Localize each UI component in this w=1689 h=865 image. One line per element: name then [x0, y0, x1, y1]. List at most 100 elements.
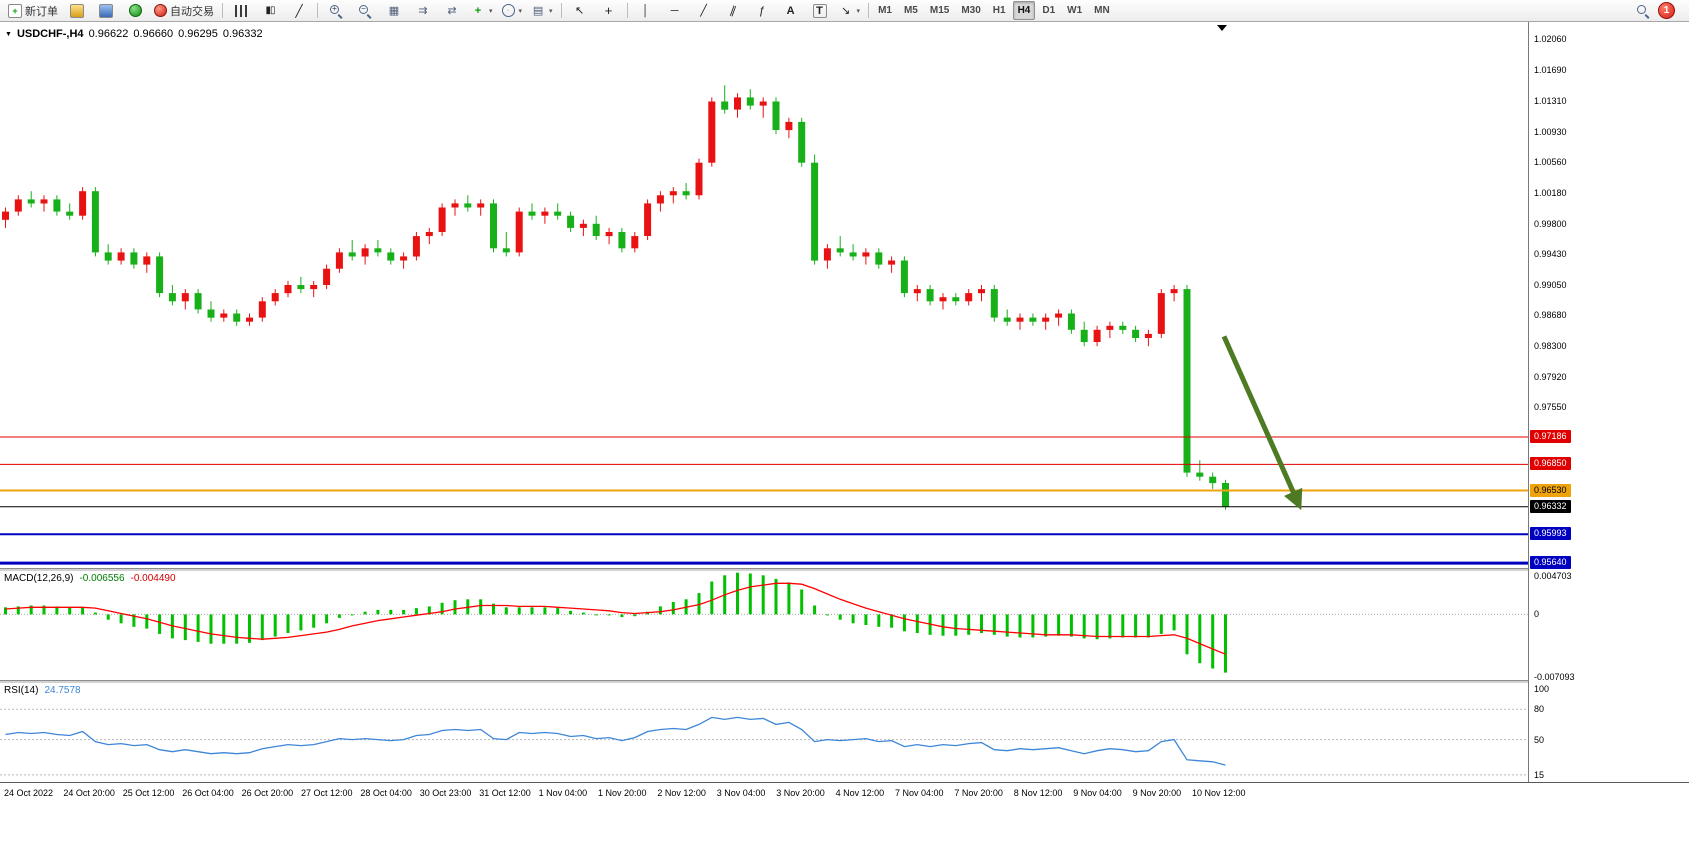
- line-chart-button[interactable]: ╱: [285, 1, 313, 21]
- charts-toolbar-button[interactable]: [63, 1, 91, 21]
- candlestick-icon: ▮▯: [265, 5, 275, 16]
- tile-windows-icon: ▦: [388, 4, 400, 17]
- chevron-down-icon: ▾: [489, 7, 493, 15]
- timeframe-button-m15[interactable]: M15: [929, 5, 950, 16]
- price-tick-label: 1.01690: [1534, 64, 1567, 75]
- time-axis-label: 28 Oct 04:00: [360, 788, 412, 798]
- templates-button[interactable]: ▤ ▾: [527, 1, 557, 21]
- time-axis-label: 1 Nov 20:00: [598, 788, 647, 798]
- cursor-icon: ↖: [574, 4, 585, 17]
- price-tick-label: 0.97920: [1534, 372, 1567, 383]
- search-button[interactable]: [1629, 1, 1657, 21]
- chevron-down-icon: ▾: [856, 7, 861, 15]
- timeframe-group: M1 M5 M15 M30 H1 H4 D1 W1 MN: [873, 1, 1115, 20]
- price-tick-label: 0.97550: [1534, 402, 1567, 413]
- fibonacci-button[interactable]: ƒ: [748, 1, 776, 21]
- rsi-axis-label: 50: [1534, 734, 1545, 745]
- arrow-shape-icon: ↘: [840, 4, 851, 17]
- text-button[interactable]: A: [777, 1, 805, 21]
- rsi-axis-label: 100: [1534, 684, 1550, 695]
- channel-icon: ∥: [727, 3, 738, 18]
- autotrade-icon: [154, 4, 167, 17]
- resistance-line-label: 0.97186: [1530, 430, 1571, 444]
- time-axis-label: 27 Oct 12:00: [301, 788, 353, 798]
- channel-button[interactable]: ∥: [719, 1, 747, 21]
- price-axis-column[interactable]: 1.02060 1.01690 1.01310 1.00930 1.00560 1.001…: [1528, 22, 1689, 804]
- periods-button[interactable]: · ▾: [498, 1, 527, 21]
- time-axis-label: 3 Nov 20:00: [776, 788, 825, 798]
- indicators-icon: +: [474, 4, 482, 17]
- arrows-button[interactable]: ↘ ▾: [835, 1, 865, 21]
- toolbar-separator: [868, 3, 870, 18]
- rsi-axis-label: 15: [1534, 769, 1545, 780]
- macd-main-value: -0.006556: [79, 573, 125, 584]
- price-tick-label: 0.99800: [1534, 218, 1567, 229]
- rsi-panel-canvas[interactable]: [0, 682, 1528, 782]
- support-line-label: 0.95993: [1530, 527, 1571, 541]
- timeframe-button-mn[interactable]: MN: [1094, 5, 1110, 16]
- macd-axis-label: 0.004703: [1534, 571, 1572, 581]
- timeframe-button-d1[interactable]: D1: [1042, 5, 1056, 16]
- indicators-button[interactable]: + ▾: [467, 1, 497, 21]
- tile-windows-button[interactable]: ▦: [380, 1, 408, 21]
- price-tick-label: 0.98680: [1534, 310, 1567, 321]
- support-line-label: 0.95640: [1530, 556, 1571, 570]
- timeframe-button-h1[interactable]: H1: [992, 5, 1006, 16]
- bar-chart-button[interactable]: [227, 1, 255, 21]
- new-order-button[interactable]: + 新订单: [4, 1, 62, 21]
- low-value: 0.96295: [178, 28, 218, 40]
- vertical-line-button[interactable]: │: [632, 1, 660, 21]
- horizontal-line-button[interactable]: ─: [661, 1, 689, 21]
- crosshair-icon: +: [604, 2, 613, 18]
- trendline-button[interactable]: ╱: [690, 1, 718, 21]
- zoom-in-button[interactable]: +: [322, 1, 350, 21]
- autotrade-button[interactable]: 自动交易: [150, 1, 218, 21]
- rsi-indicator-label: RSI(14) 24.7578: [4, 685, 81, 696]
- chart-shift-button[interactable]: ⇄: [438, 1, 466, 21]
- bar-chart-icon: [235, 4, 247, 17]
- time-axis[interactable]: 24 Oct 2022 24 Oct 20:00 25 Oct 12:00 26 Oc…: [0, 782, 1689, 807]
- fibonacci-icon: ƒ: [758, 4, 765, 17]
- zoom-out-button[interactable]: −: [351, 1, 379, 21]
- panel-divider[interactable]: [0, 568, 1689, 571]
- macd-axis-label: -0.007093: [1534, 672, 1575, 683]
- price-tick-label: 0.99430: [1534, 248, 1567, 259]
- rsi-value: 24.7578: [44, 685, 81, 696]
- main-chart-canvas[interactable]: [0, 24, 1528, 568]
- auto-scroll-button[interactable]: ⇉: [409, 1, 437, 21]
- crosshair-button[interactable]: +: [595, 1, 623, 21]
- macd-indicator-label: MACD(12,26,9) -0.006556 -0.004490: [4, 573, 176, 584]
- line-chart-icon: ╱: [295, 3, 303, 18]
- timeframe-button-m30[interactable]: M30: [961, 5, 981, 16]
- market-watch-icon: [99, 3, 113, 18]
- macd-name: MACD(12,26,9): [4, 573, 74, 584]
- close-value: 0.96332: [222, 28, 263, 40]
- text-label-button[interactable]: T: [806, 1, 834, 21]
- market-watch-button[interactable]: [92, 1, 120, 21]
- time-axis-label: 1 Nov 04:00: [538, 788, 588, 798]
- data-window-icon: [128, 4, 142, 17]
- timeframe-button-m5[interactable]: M5: [903, 5, 918, 16]
- cursor-button[interactable]: ↖: [566, 1, 594, 21]
- macd-axis-label: 0: [1534, 609, 1540, 620]
- autotrade-label: 自动交易: [170, 5, 214, 18]
- macd-panel-canvas[interactable]: [0, 570, 1528, 680]
- data-window-button[interactable]: [121, 1, 149, 21]
- timeframe-button-w1[interactable]: W1: [1067, 5, 1083, 16]
- zoom-in-icon: +: [329, 4, 343, 18]
- timeframe-button-m1[interactable]: M1: [878, 5, 892, 16]
- panel-divider[interactable]: [0, 680, 1689, 683]
- text-label-icon: T: [812, 3, 827, 18]
- window-menu-icon[interactable]: ▼: [5, 30, 12, 38]
- time-axis-label: 2 Nov 12:00: [657, 788, 706, 798]
- rsi-name: RSI(14): [4, 685, 39, 696]
- chevron-down-icon: ▾: [518, 7, 523, 15]
- candlestick-chart-button[interactable]: ▮▯: [256, 1, 284, 21]
- time-axis-label: 9 Nov 20:00: [1132, 788, 1182, 798]
- timeframe-button-h4[interactable]: H4: [1012, 1, 1036, 20]
- toolbar-separator: [560, 3, 562, 18]
- auto-scroll-icon: ⇉: [418, 4, 428, 17]
- time-axis-label: 7 Nov 20:00: [954, 788, 1003, 798]
- notification-badge[interactable]: 1: [1658, 2, 1675, 19]
- time-axis-label: 24 Oct 20:00: [63, 788, 115, 798]
